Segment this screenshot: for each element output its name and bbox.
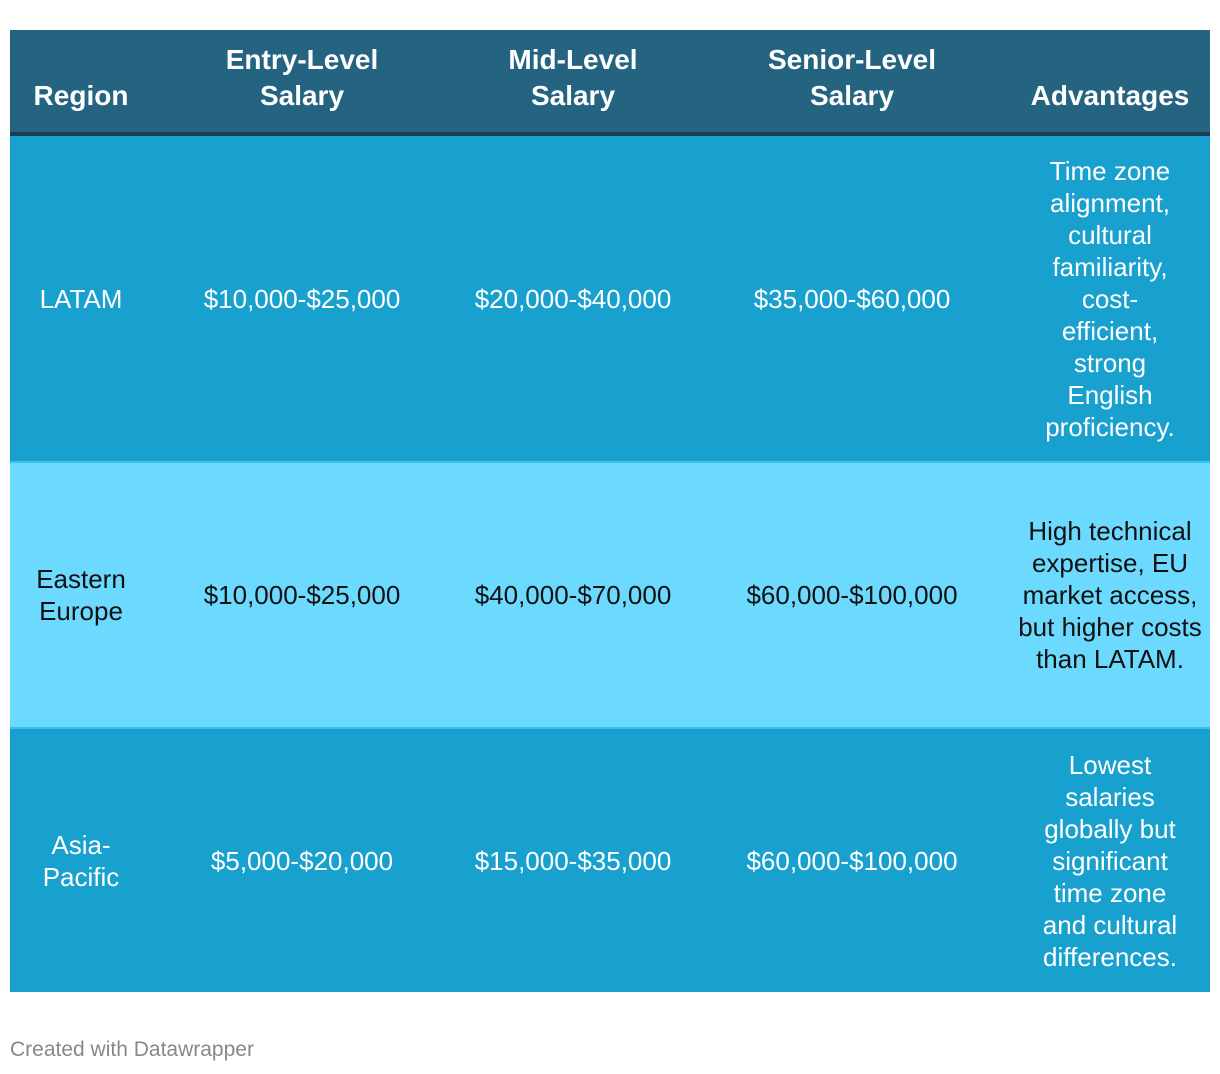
cell-mid-salary: $20,000-$40,000 — [474, 283, 672, 314]
cell-entry-salary: $5,000-$20,000 — [152, 727, 452, 992]
salary-table: Region Entry-Level Salary Mid-Level Sala… — [10, 30, 1210, 992]
column-header-mid-level-label: Mid-Level Salary — [508, 44, 638, 111]
column-header-senior-level-label: Senior-Level Salary — [767, 44, 937, 111]
cell-mid-salary: $40,000-$70,000 — [452, 461, 694, 728]
cell-advantages: Time zone alignment, cultural familiarit… — [1010, 134, 1210, 462]
cell-advantages-text: Time zone alignment, cultural familiarit… — [1045, 155, 1175, 442]
cell-region-text: Asia-Pacific — [42, 829, 120, 892]
cell-region: LATAM — [39, 283, 123, 314]
column-header-region: Region — [10, 30, 152, 136]
cell-advantages: High technical expertise, EU market acce… — [1010, 461, 1210, 728]
cell-mid-salary: $15,000-$35,000 — [452, 727, 694, 992]
cell-advantages: Lowest salaries globally but significant… — [1010, 727, 1210, 992]
datawrapper-credit[interactable]: Created with Datawrapper — [10, 1038, 254, 1061]
table-row-eastern-europe: Eastern Europe $10,000-$25,000 $40,000-$… — [10, 461, 1210, 728]
cell-senior-salary: $60,000-$100,000 — [694, 461, 1010, 728]
cell-senior-salary: $60,000-$100,000 — [694, 727, 1010, 992]
column-header-entry-level: Entry-Level Salary — [152, 30, 452, 136]
cell-region: Asia-Pacific — [10, 727, 152, 992]
table-row-asia-pacific: Asia-Pacific $5,000-$20,000 $15,000-$35,… — [10, 727, 1210, 992]
cell-entry-salary: $10,000-$25,000 — [152, 461, 452, 728]
salary-table-container: Region Entry-Level Salary Mid-Level Sala… — [10, 30, 1210, 992]
cell-entry-salary: $10,000-$25,000 — [203, 283, 401, 314]
cell-advantages-text: High technical expertise, EU market acce… — [1018, 516, 1202, 674]
cell-senior-salary: $35,000-$60,000 — [753, 283, 951, 314]
column-header-advantages: Advantages — [1010, 30, 1210, 136]
cell-region-text: Eastern Europe — [36, 564, 126, 626]
table-row-latam: LATAM $10,000-$25,000 $20,000-$40,000 $3… — [10, 134, 1210, 462]
column-header-entry-level-label: Entry-Level Salary — [225, 44, 379, 111]
column-header-senior-level: Senior-Level Salary — [694, 30, 1010, 136]
cell-advantages-text: Lowest salaries globally but significant… — [1042, 749, 1178, 972]
column-header-mid-level: Mid-Level Salary — [452, 30, 694, 136]
cell-region: Eastern Europe — [10, 461, 152, 728]
table-header-row: Region Entry-Level Salary Mid-Level Sala… — [10, 30, 1210, 136]
